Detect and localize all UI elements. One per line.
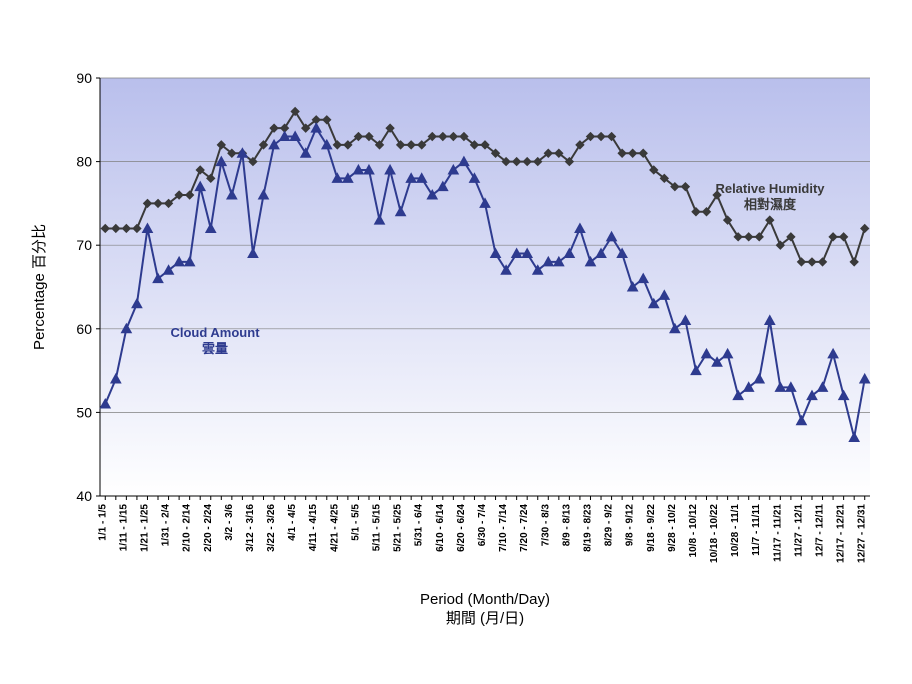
x-axis-title-en: Period (Month/Day)	[420, 591, 550, 608]
chart-svg: 40 50 60 70 80 90 1/1 - 1/5 1/11 - 1/15 1/21 - 1…	[0, 0, 912, 684]
x-tick-label: 5/31 - 6/4	[414, 504, 425, 547]
series-label-en: Cloud Amount	[170, 325, 260, 340]
x-tick-label: 1/1 - 1/5	[97, 504, 108, 541]
x-tick-label: 12/17 - 12/21	[836, 504, 847, 563]
x-tick-label: 3/12 - 3/16	[245, 504, 256, 552]
x-tick-label: 6/30 - 7/4	[477, 504, 488, 547]
x-tick-label: 3/22 - 3/26	[266, 504, 277, 552]
x-axis-title-zh: 期間 (月/日)	[446, 610, 524, 627]
x-tick-label: 10/18 - 10/22	[709, 504, 720, 563]
y-tick-label: 60	[76, 321, 92, 337]
x-tick-label: 7/10 - 7/14	[498, 504, 509, 552]
x-tick-label: 12/27 - 12/31	[857, 504, 868, 563]
x-tick-label: 1/11 - 1/15	[118, 504, 129, 552]
x-tick-label: 8/19 - 8/23	[582, 504, 593, 552]
series-label-zh: 雲量	[202, 341, 228, 356]
series-label-en: Relative Humidity	[715, 181, 825, 196]
y-tick-label: 80	[76, 154, 92, 170]
x-tick-label: 4/21 - 4/25	[329, 504, 340, 552]
x-tick-label: 11/17 - 11/21	[772, 504, 783, 562]
x-tick-label: 5/21 - 5/25	[393, 504, 404, 552]
x-tick-label: 8/9 - 8/13	[561, 504, 572, 547]
x-tick-label: 1/21 - 1/25	[139, 504, 150, 552]
x-tick-label: 9/28 - 10/2	[667, 504, 678, 552]
y-axis-title: Percentage 百分比	[31, 224, 48, 350]
x-tick-label: 9/8 - 9/12	[625, 504, 636, 547]
x-tick-label: 10/28 - 11/1	[730, 504, 741, 557]
y-tick-label: 70	[76, 237, 92, 253]
y-tick-label: 40	[76, 488, 92, 504]
y-tick-label: 90	[76, 70, 92, 86]
x-tick-label: 4/11 - 4/15	[308, 504, 319, 552]
x-tick-label: 10/8 - 10/12	[688, 504, 699, 558]
x-tick-label: 4/1 - 4/5	[287, 504, 298, 541]
y-tick-label: 50	[76, 404, 92, 420]
x-tick-label: 11/27 - 12/1	[793, 504, 804, 557]
x-tick-label: 7/30 - 8/3	[540, 504, 551, 547]
x-tick-label: 2/10 - 2/14	[182, 504, 193, 552]
x-tick-label: 6/10 - 6/14	[435, 504, 446, 552]
x-tick-label: 9/18 - 9/22	[646, 504, 657, 552]
x-tick-label: 3/2 - 3/6	[224, 504, 235, 541]
x-tick-label: 2/20 - 2/24	[203, 504, 214, 552]
x-tick-label: 8/29 - 9/2	[604, 504, 615, 547]
x-tick-label: 5/11 - 5/15	[372, 504, 383, 552]
x-tick-label: 11/7 - 11/11	[751, 504, 762, 556]
series-label-zh: 相對濕度	[744, 197, 797, 212]
x-tick-label: 5/1 - 5/5	[350, 504, 361, 541]
x-tick-label: 6/20 - 6/24	[456, 504, 467, 552]
x-tick-label: 12/7 - 12/11	[815, 504, 826, 557]
x-tick-label: 7/20 - 7/24	[519, 504, 530, 552]
x-tick-label: 1/31 - 2/4	[161, 504, 172, 547]
chart-container: 40 50 60 70 80 90 1/1 - 1/5 1/11 - 1/15 1/21 - 1…	[0, 0, 912, 684]
